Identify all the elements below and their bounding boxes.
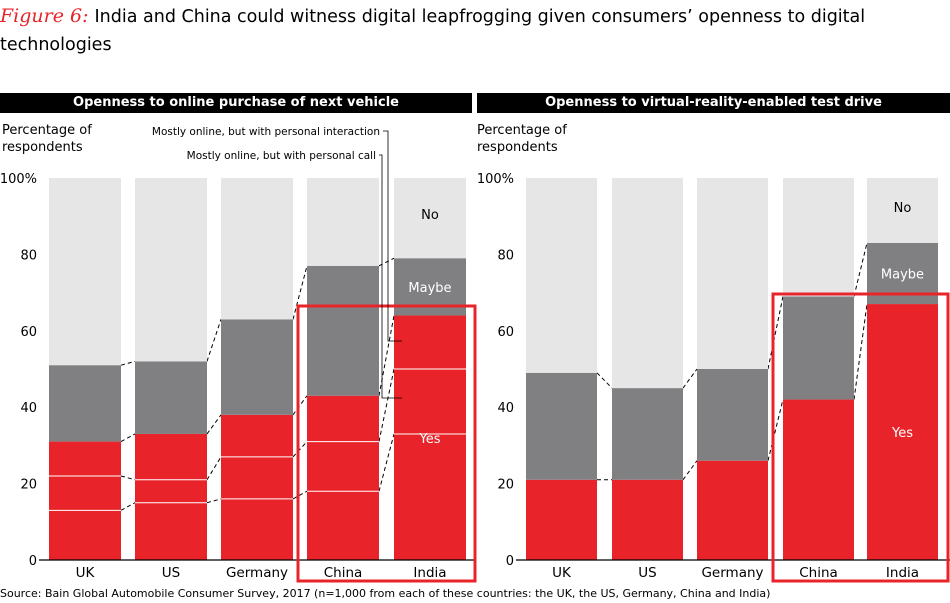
- p1-connector-yes-1: [206, 414, 222, 435]
- charts-canvas: Percentage of respondents 0 20 40 60 80 100% UK U…: [0, 123, 950, 583]
- p2-bar-china-yes: [783, 399, 854, 560]
- p1-bar-india-no: [394, 178, 466, 259]
- p2-segment-label-yes: Yes: [891, 426, 913, 441]
- p2-y-axis-title-line-2: respondents: [477, 140, 558, 155]
- p1-bar-germany-yes: [221, 414, 293, 560]
- p1-bar-india-yes: [394, 315, 466, 560]
- p2-x-tick-germany: Germany: [701, 565, 763, 581]
- p1-bar-uk-maybe: [49, 365, 121, 442]
- p1-y-axis-title-line-2: respondents: [2, 140, 83, 155]
- annotation-personal-interaction: Mostly online, but with personal interac…: [152, 126, 380, 138]
- p2-bar-uk-maybe: [526, 372, 597, 480]
- p2-x-tick-india: India: [886, 565, 919, 581]
- p2-connector-yes-2: [767, 399, 784, 461]
- p1-segment-label-no: No: [421, 208, 439, 223]
- p2-y-tick-20: 20: [497, 478, 514, 493]
- p2-x-tick-china: China: [799, 565, 838, 581]
- p2-connector-yes-3: [853, 303, 868, 400]
- p1-connector-sub-2-0: [292, 490, 308, 500]
- p2-connector-yes-1: [682, 460, 698, 481]
- p1-y-tick-20: 20: [20, 478, 37, 493]
- p2-bar-india-yes: [867, 304, 938, 560]
- p1-connector-sub-0-0: [120, 502, 136, 511]
- p1-segment-label-maybe: Maybe: [408, 281, 451, 296]
- p1-bar-us-no: [135, 178, 207, 362]
- annotation-personal-call: Mostly online, but with personal call: [187, 150, 376, 162]
- p1-bar-germany-no: [221, 178, 293, 320]
- p2-highlight-box: [771, 292, 950, 583]
- p2-bar-germany-yes: [697, 460, 768, 560]
- p2-bar-us-maybe: [612, 388, 683, 480]
- p1-connector-maybe-1: [206, 319, 222, 362]
- p2-connector-maybe-0: [596, 372, 613, 389]
- p2-y-tick-60: 60: [497, 325, 514, 340]
- p1-connector-maybe-0: [120, 360, 136, 366]
- p1-x-tick-india: India: [413, 565, 446, 581]
- p1-segment-label-yes: Yes: [419, 432, 441, 447]
- p1-connector-maybe-3: [378, 257, 395, 267]
- p1-x-tick-germany: Germany: [226, 565, 288, 581]
- p2-connector-maybe-2: [767, 296, 784, 370]
- p1-connector-sub-3-0: [378, 433, 395, 492]
- p1-x-tick-us: US: [162, 565, 180, 581]
- p1-connector-sub-0-1: [120, 475, 136, 481]
- p1-bar-us-yes: [135, 433, 207, 560]
- p2-y-tick-80: 80: [497, 248, 514, 263]
- p2-bar-uk-yes: [526, 479, 597, 560]
- p2-segment-label-no: No: [894, 201, 912, 216]
- p1-y-tick-80: 80: [20, 248, 37, 263]
- p1-bar-us-maybe: [135, 361, 207, 434]
- p2-bar-us-yes: [612, 479, 683, 560]
- source-note: Source: Bain Global Automobile Consumer …: [0, 587, 771, 600]
- p1-bar-china-yes: [307, 395, 379, 560]
- p1-highlight-box: [296, 304, 477, 583]
- p2-x-tick-us: US: [638, 565, 656, 581]
- p2-bar-uk-no: [526, 178, 597, 373]
- p1-y-axis-title-line-1: Percentage of: [2, 123, 92, 138]
- p1-bar-china-no: [307, 178, 379, 266]
- panel-title-vr-test-drive: Openness to virtual-reality-enabled test…: [477, 93, 950, 113]
- p1-connector-maybe-2: [292, 265, 308, 320]
- p2-bar-germany-maybe: [697, 369, 768, 461]
- p2-connector-maybe-1: [682, 368, 698, 389]
- p2-connector-maybe-3: [853, 242, 868, 297]
- p2-segment-label-maybe: Maybe: [881, 268, 924, 283]
- figure-label: Figure 6:: [0, 5, 89, 27]
- p1-bar-uk-no: [49, 178, 121, 366]
- panel-title-online-purchase: Openness to online purchase of next vehi…: [0, 93, 472, 113]
- p1-y-tick-100: 100%: [0, 172, 37, 187]
- p1-y-tick-40: 40: [20, 401, 37, 416]
- p2-y-axis-title-line-1: Percentage of: [477, 123, 567, 138]
- p1-bar-china-maybe: [307, 265, 379, 396]
- p1-y-tick-60: 60: [20, 325, 37, 340]
- p2-x-tick-uk: UK: [552, 565, 572, 581]
- p1-bar-uk-yes: [49, 441, 121, 560]
- p1-connector-sub-3-1: [378, 368, 395, 442]
- p1-connector-sub-1-0: [206, 498, 222, 504]
- p2-bar-china-no: [783, 178, 854, 297]
- annotation-leader-call: [379, 154, 402, 399]
- p1-connector-sub-1-1: [206, 456, 222, 481]
- p2-y-tick-100: 100%: [477, 172, 514, 187]
- p1-x-tick-china: China: [324, 565, 363, 581]
- p1-x-tick-uk: UK: [76, 565, 96, 581]
- p2-bar-india-no: [867, 178, 938, 243]
- p2-bar-us-no: [612, 178, 683, 389]
- p2-bar-china-maybe: [783, 296, 854, 400]
- annotation-leader-interaction: [383, 130, 402, 342]
- p1-connector-yes-3: [378, 315, 395, 396]
- p1-connector-sub-2-1: [292, 441, 308, 458]
- figure-title-text: India and China could witness digital le…: [0, 7, 866, 55]
- p2-y-tick-0: 0: [506, 554, 514, 569]
- p1-bar-germany-maybe: [221, 319, 293, 415]
- figure-title: Figure 6: India and China could witness d…: [0, 2, 948, 59]
- p1-connector-yes-0: [120, 433, 136, 443]
- p1-connector-yes-2: [292, 395, 308, 416]
- p2-bar-germany-no: [697, 178, 768, 369]
- p2-y-tick-40: 40: [497, 401, 514, 416]
- p1-y-tick-0: 0: [29, 554, 37, 569]
